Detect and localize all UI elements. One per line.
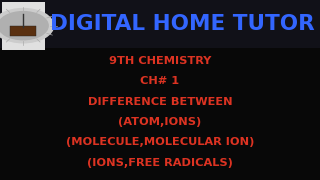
Text: (MOLECULE,MOLECULAR ION): (MOLECULE,MOLECULAR ION): [66, 137, 254, 147]
Bar: [2, 2, 45, 50]
Circle shape: [0, 12, 48, 40]
Text: DIGITAL HOME TUTOR: DIGITAL HOME TUTOR: [50, 14, 315, 34]
Bar: [11, 26, 36, 36]
Text: (ATOM,IONS): (ATOM,IONS): [118, 117, 202, 127]
Text: (IONS,FREE RADICALS): (IONS,FREE RADICALS): [87, 158, 233, 168]
Text: CH# 1: CH# 1: [140, 76, 180, 86]
Circle shape: [0, 8, 54, 43]
Text: 9TH CHEMISTRY: 9TH CHEMISTRY: [109, 56, 211, 66]
Bar: [0, 0, 320, 48]
Text: DIFFERENCE BETWEEN: DIFFERENCE BETWEEN: [88, 97, 232, 107]
